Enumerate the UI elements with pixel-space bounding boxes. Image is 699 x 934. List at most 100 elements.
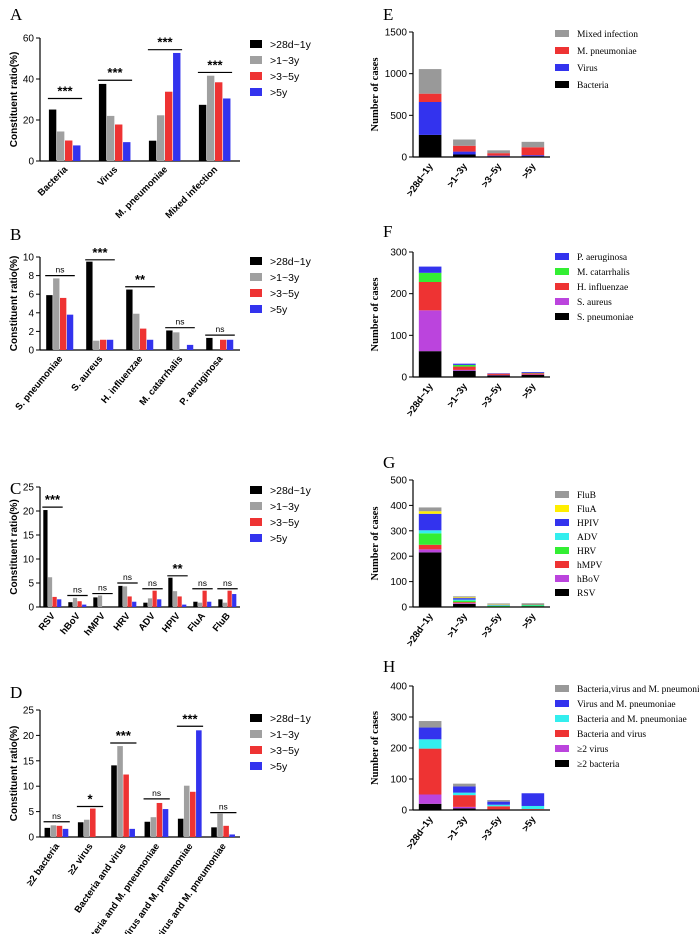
significance-label: *** [45,492,61,507]
legend-label: >3~5y [270,745,300,757]
x-tick-label: >5y [520,814,539,834]
bar-c-3-2 [127,596,132,607]
bar-c-5-2 [177,596,182,607]
legend-swatch [555,700,569,707]
bar-a-2-0 [148,140,157,161]
stack-f-0-4 [418,266,442,273]
x-tick-label: >5y [520,161,539,181]
legend-label: Virus [577,64,598,74]
x-tick-label: >3~5y [480,381,505,410]
stack-g-1-7 [453,596,476,598]
stack-h-1-1 [453,806,476,809]
bar-a-3-2 [215,82,223,161]
bar-d-2-3 [129,828,135,837]
y-axis-label: Constituent ratio(%) [9,499,20,595]
y-tick-label: 400 [390,501,407,512]
bar-c-3-0 [118,585,123,607]
bar-b-1-1 [93,340,100,350]
stack-h-0-2 [418,748,442,795]
bar-c-5-0 [168,577,173,607]
stack-f-1-2 [453,366,476,370]
legend-swatch [250,305,262,313]
legend-label: >28d~1y [270,485,312,497]
y-tick-label: 0 [401,806,407,817]
legend-label: M. catarrhalis [577,268,630,278]
stack-g-3-3 [521,605,545,607]
stack-f-3-0 [521,374,545,377]
stack-h-1-0 [453,808,476,810]
stack-f-0-3 [418,272,442,282]
bar-c-4-3 [157,599,162,607]
legend-swatch [555,268,569,275]
x-tick-label: M. pneumoniae [113,164,170,221]
legend-label: FluB [577,491,596,501]
stack-g-0-0 [418,552,442,607]
panel-f: F 0 100 200 300 Number of cases >28d~1y >1~3y >3… [370,222,633,419]
legend-label: >1~3y [270,55,300,67]
bar-a-1-2 [115,124,123,161]
legend-swatch [250,502,262,510]
x-tick-label: >1~3y [445,611,470,640]
legend-label: >3~5y [270,517,300,529]
bar-c-2-0 [93,597,98,607]
y-tick-label: 0 [401,153,407,164]
stack-g-0-4 [418,530,442,534]
y-tick-label: 1500 [385,28,408,39]
x-tick-label: >28d~1y [405,161,436,199]
legend-swatch [555,253,569,260]
stack-h-0-5 [418,721,442,728]
x-tick-label: S. pneumoniae [13,354,65,413]
bar-d-0-3 [62,828,69,837]
bar-a-0-3 [73,145,81,161]
bar-c-6-0 [193,601,198,607]
bar-c-7-1 [222,602,228,607]
stack-g-2-0 [487,606,510,607]
x-tick-label: FluA [186,611,208,634]
stack-e-0-0 [418,134,442,157]
legend-label: HPIV [577,519,599,529]
stack-g-3-4 [521,604,545,606]
legend-swatch [555,519,569,526]
stack-e-3-2 [521,147,545,156]
legend-label: >1~3y [270,501,300,513]
bar-b-0-2 [60,297,67,350]
bar-c-7-2 [227,590,232,607]
stack-g-1-4 [453,599,476,601]
legend-label: Bacteria and M. pneumoniae [577,715,687,725]
bar-b-0-0 [46,295,53,350]
y-tick-label: 2 [28,327,34,338]
bar-c-4-1 [147,598,153,607]
stack-g-0-5 [418,513,442,531]
stack-f-3-2 [521,373,545,375]
y-tick-label: 5 [28,807,34,818]
y-tick-label: 100 [390,577,407,588]
x-tick-label: HRV [112,610,134,633]
significance-label: *** [207,57,223,72]
stack-e-0-1 [418,102,442,135]
y-tick-label: 10 [23,782,35,793]
y-tick-label: 5 [28,579,34,590]
legend-label: >1~3y [270,272,300,284]
bar-c-6-3 [207,601,212,607]
significance-label: ns [52,811,61,821]
stack-g-2-4 [487,605,510,606]
bar-d-4-0 [177,818,184,837]
legend-label: FluA [577,505,597,515]
bar-d-4-3 [196,730,202,837]
legend-swatch [555,760,569,767]
significance-label: ns [56,265,65,275]
panel-letter: H [383,657,395,676]
legend-label: S. aureus [577,298,612,308]
legend-swatch [555,561,569,568]
y-tick-label: 20 [23,507,35,518]
stack-g-1-6 [453,597,476,599]
stack-g-3-6 [521,603,545,605]
legend-label: >5y [270,87,288,99]
y-tick-label: 20 [23,116,35,127]
y-axis-label: Number of cases [370,507,381,581]
x-tick-label: ADV [136,610,158,633]
legend-swatch [250,762,262,770]
